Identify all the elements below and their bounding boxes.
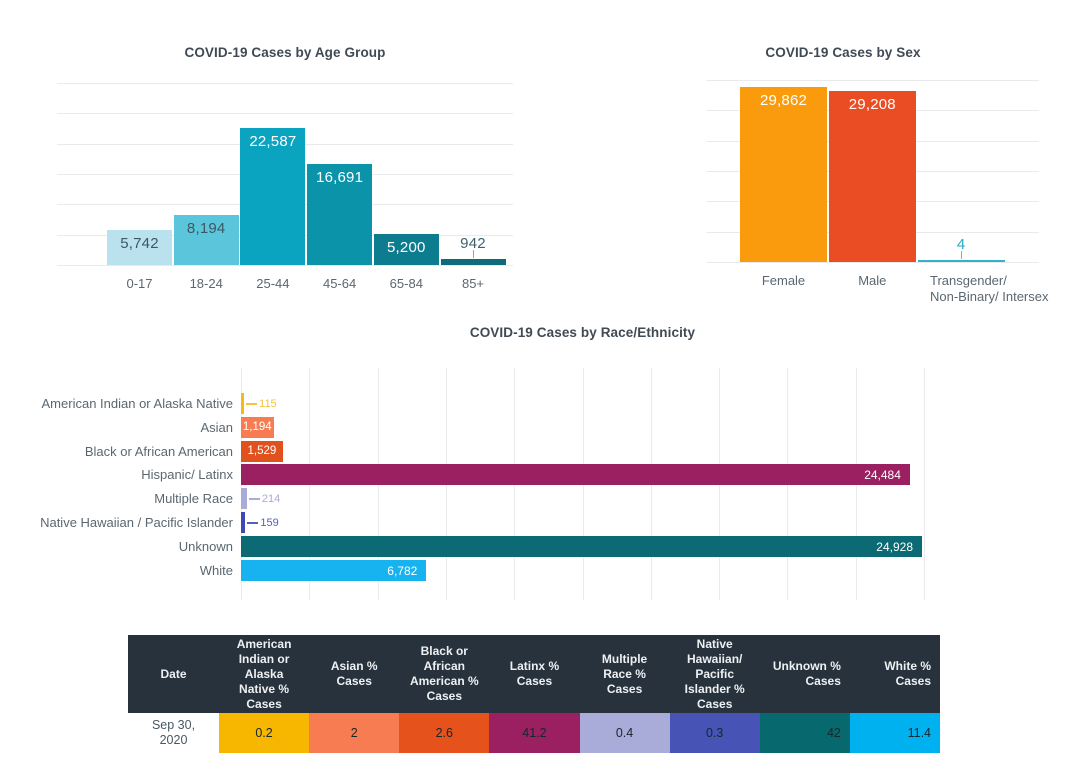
bar-65-84[interactable]	[373, 233, 439, 265]
value-cell-black-or-african-american-cases[interactable]: 2.6	[399, 713, 490, 753]
bar-value-label: 214	[261, 493, 281, 506]
sex-chart-plot: 29,862 Female 29,208 Male 4 Transgender/Non-B…	[707, 80, 1049, 304]
category-label-white: White	[199, 562, 233, 578]
column-header-date: Date	[128, 635, 219, 713]
category-label-multiple-race: Multiple Race	[154, 491, 233, 507]
bar-45-64[interactable]	[307, 163, 373, 265]
bar-asian[interactable]	[241, 416, 274, 438]
category-label-25-44: 25-44	[256, 276, 290, 291]
category-label-american-indian-or-alaska-native: American Indian or Alaska Native	[41, 396, 233, 411]
column-header-native-hawaiian-pacific-islander-cases: Native Hawaiian/ Pacific Islander % Case…	[669, 635, 760, 713]
bar-black-or-african-american[interactable]	[241, 440, 283, 462]
bar-value-label: 1,529	[247, 445, 277, 458]
label-leader-line	[247, 522, 259, 524]
value-cell-latinx-cases[interactable]: 41.2	[489, 713, 580, 753]
gridline	[707, 262, 1039, 263]
category-label-0-17: 0-17	[126, 276, 153, 291]
category-label-female: Female	[761, 273, 806, 288]
column-header-multiple-race-cases: Multiple Race % Cases	[579, 635, 670, 713]
column-header-latinx-cases: Latinx % Cases	[489, 635, 580, 713]
race-chart-plot: 115 American Indian or Alaska Native 1,194…	[40, 368, 925, 600]
label-leader-line	[248, 498, 260, 500]
bar-multiple-race[interactable]	[241, 488, 247, 510]
gridline	[57, 265, 513, 266]
bar-value-label: 16,691	[316, 168, 364, 186]
category-label-black-or-african-american: Black or African American	[84, 443, 233, 459]
bar-value-label: 115	[259, 398, 277, 410]
table-header-row: Date American Indian or Alaska Native % C…	[128, 635, 940, 713]
bar-0-17[interactable]	[107, 230, 172, 265]
bar-value-label: 8,194	[186, 220, 226, 238]
category-label-male: Male	[858, 273, 887, 288]
bar-value-label: 4	[956, 235, 966, 253]
bar-male[interactable]	[828, 90, 916, 262]
column-header-black-or-african-american-cases: Black or African American % Cases	[399, 635, 490, 713]
value-cell-multiple-race-cases[interactable]: 0.4	[579, 713, 670, 753]
value-cell-american-indian-or-alaska-native-cases[interactable]: 0.2	[219, 713, 310, 753]
column-header-unknown-cases: Unknown % Cases	[759, 635, 850, 713]
bar-85[interactable]	[440, 259, 506, 265]
bar-value-label: 5,200	[387, 238, 426, 256]
value-cell-unknown-cases[interactable]: 42	[759, 713, 850, 753]
gridline	[57, 113, 513, 115]
category-label-45-64: 45-64	[322, 276, 357, 291]
date-cell: Sep 30, 2020	[128, 713, 219, 753]
bar-value-label: 29,208	[848, 95, 896, 113]
age-chart-plot: 5,742 0-17 8,194 18-24 22,587 25-44 16,691 45-6…	[57, 83, 513, 291]
value-cell-native-hawaiian-pacific-islander-cases[interactable]: 0.3	[669, 713, 760, 753]
race-percent-table: Date American Indian or Alaska Native % C…	[128, 635, 940, 753]
bar-american-indian-or-alaska-native[interactable]	[241, 393, 245, 414]
category-label-65-84: 65-84	[389, 276, 423, 291]
category-label-18-24: 18-24	[189, 276, 223, 291]
bar-female[interactable]	[740, 86, 827, 262]
column-header-american-indian-or-alaska-native-cases: American Indian or Alaska Native % Cases	[219, 635, 310, 713]
bar-value-label: 942	[460, 235, 486, 253]
value-cell-asian-cases[interactable]: 2	[309, 713, 400, 753]
column-header-asian-cases: Asian % Cases	[309, 635, 400, 713]
bar-value-label: 1,194	[242, 421, 272, 434]
label-leader-line	[473, 250, 474, 259]
bar-value-label: 22,587	[249, 133, 297, 150]
gridline	[707, 80, 1039, 81]
bar-value-label: 5,742	[120, 235, 159, 253]
bar-hispanic-latinx[interactable]	[241, 464, 910, 486]
table-data-row: Sep 30, 2020 0.2 2 2.6 41.2 0.4 0.3 42 11.4	[128, 713, 940, 753]
category-label-asian: Asian	[200, 419, 233, 435]
value-cell-white-cases[interactable]: 11.4	[849, 713, 940, 753]
bar-value-label: 29,862	[759, 91, 808, 109]
category-label-native-hawaiian-pacific-islander: Native Hawaiian / Pacific Islander	[40, 515, 233, 530]
category-label-unknown: Unknown	[178, 538, 233, 554]
category-label-hispanic-latinx: Hispanic/ Latinx	[141, 467, 233, 483]
bar-transgender-non-binary-intersex[interactable]	[917, 259, 1005, 262]
bar-value-label: 24,484	[864, 468, 901, 483]
bar-25-44[interactable]	[240, 128, 306, 265]
sex-chart-title: COVID-19 Cases by Sex	[765, 45, 921, 60]
bar-white[interactable]	[241, 559, 427, 581]
column-header-white-cases: White % Cases	[849, 635, 940, 713]
gridline	[924, 368, 925, 600]
age-chart-title: COVID-19 Cases by Age Group	[184, 45, 386, 60]
label-leader-line	[246, 403, 258, 405]
bar-value-label: 24,928	[876, 539, 913, 554]
bar-18-24[interactable]	[173, 215, 239, 265]
race-chart-title: COVID-19 Cases by Race/Ethnicity	[469, 325, 696, 340]
bar-unknown[interactable]	[241, 535, 922, 557]
category-label-85: 85+	[461, 276, 485, 291]
category-label-transgender-non-binary-intersex: Transgender/Non-Binary/ Intersex	[930, 273, 1049, 304]
bar-value-label: 6,782	[387, 563, 418, 578]
bar-native-hawaiian-pacific-islander[interactable]	[241, 512, 246, 533]
gridline	[57, 83, 513, 84]
label-leader-line	[961, 250, 963, 259]
bar-value-label: 159	[260, 517, 279, 529]
